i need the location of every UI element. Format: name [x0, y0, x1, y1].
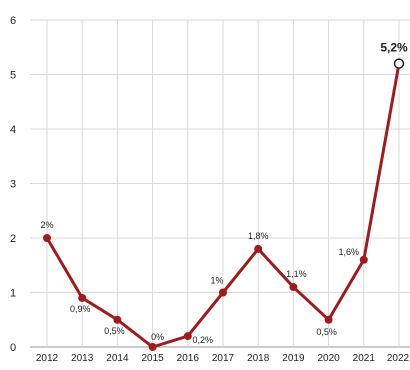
- y-tick-label: 1: [10, 288, 16, 300]
- data-point: [254, 244, 263, 253]
- data-point: [183, 332, 192, 341]
- y-tick-label: 6: [10, 15, 16, 27]
- data-point: [148, 343, 157, 351]
- x-tick-label: 2013: [71, 353, 94, 364]
- data-points: [43, 58, 405, 351]
- x-tick-label: 2015: [141, 353, 164, 364]
- data-label: 0,5%: [104, 326, 125, 336]
- x-tick-label: 2012: [36, 353, 59, 364]
- data-label: 0%: [151, 332, 164, 342]
- data-point: [78, 293, 87, 302]
- y-tick-label: 2: [10, 233, 16, 245]
- data-point: [289, 283, 298, 292]
- x-tick-label: 2020: [317, 353, 340, 364]
- x-tick-label: 2014: [106, 353, 129, 364]
- data-label: 1,8%: [248, 231, 269, 241]
- data-label: 5,2%: [380, 41, 408, 55]
- y-tick-label: 5: [10, 70, 16, 82]
- x-tick-label: 2022: [387, 353, 410, 364]
- y-tick-label: 0: [10, 342, 16, 354]
- data-label: 0,5%: [316, 327, 337, 337]
- data-point: [324, 315, 333, 324]
- data-point: [219, 288, 227, 297]
- data-point: [43, 234, 51, 242]
- axes: 0 1 2 3 4 5 6 2012 2013 2014 2015 2016 2017 2018 2019 2…: [10, 15, 410, 364]
- data-labels: 2% 0,9% 0,5% 0% 0,2% 1% 1,8% 1,1% 0,5% 1,6% 5,2%: [40, 41, 408, 346]
- x-tick-label: 2017: [212, 353, 235, 364]
- x-tick-label: 2018: [247, 353, 270, 364]
- data-label: 1,1%: [286, 269, 307, 279]
- data-label: 1,6%: [339, 247, 360, 257]
- y-tick-label: 4: [10, 124, 16, 136]
- x-tick-label: 2021: [353, 353, 376, 364]
- data-point-highlight: [393, 58, 405, 69]
- data-label: 0,9%: [70, 304, 91, 314]
- data-label: 2%: [40, 220, 53, 230]
- data-point: [113, 315, 122, 324]
- data-label: 0,2%: [193, 335, 214, 345]
- data-label: 1%: [210, 276, 223, 286]
- y-tick-label: 3: [10, 179, 16, 191]
- x-tick-label: 2016: [177, 353, 200, 364]
- x-tick-label: 2019: [282, 353, 305, 364]
- data-point: [359, 255, 368, 264]
